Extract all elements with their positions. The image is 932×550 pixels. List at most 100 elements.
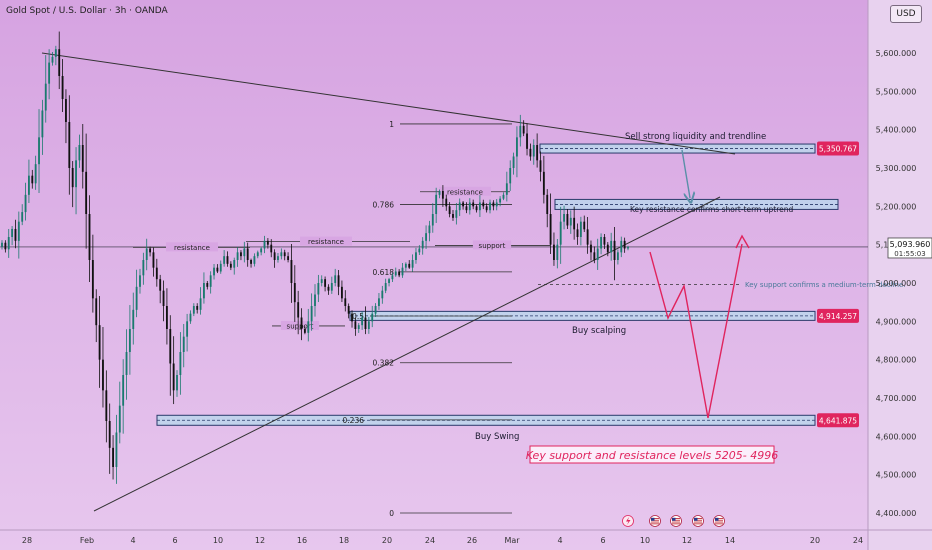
- candle-body: [172, 363, 175, 391]
- flag-stripe: [715, 518, 723, 519]
- candle-body: [394, 271, 397, 276]
- candle-body: [378, 298, 380, 306]
- candle-body: [280, 252, 283, 257]
- y-tick-label: 4,900.000: [876, 317, 917, 326]
- resistance-label: resistance: [174, 244, 210, 252]
- flag-stripe: [672, 518, 680, 519]
- candle-body: [290, 260, 293, 283]
- fib-level-label: 0.618: [373, 268, 395, 277]
- candle-body: [317, 283, 320, 295]
- candle-body: [128, 329, 131, 352]
- candle-body: [391, 275, 394, 280]
- candle-body: [452, 214, 454, 218]
- x-tick-label: 12: [682, 536, 692, 545]
- lightning-glyph: [626, 517, 631, 525]
- candle-body: [314, 294, 316, 306]
- y-tick-label: 4,500.000: [876, 471, 917, 480]
- price-axis-panel[interactable]: [868, 0, 932, 550]
- x-tick-label: Feb: [80, 536, 94, 545]
- candle-body: [404, 263, 407, 268]
- flag-circle: [713, 515, 725, 527]
- flag-circle: [692, 515, 704, 527]
- candle-body: [472, 202, 475, 207]
- candle-body: [364, 317, 367, 329]
- candle-body: [139, 275, 141, 287]
- flag-stripe: [651, 518, 659, 519]
- candle-body: [610, 240, 613, 253]
- candle-body: [553, 244, 555, 260]
- candle-body: [401, 267, 404, 276]
- candle-body: [593, 252, 596, 260]
- flag-stripe: [672, 519, 680, 521]
- fib-level-label: 0.5: [352, 312, 364, 321]
- candle-body: [71, 168, 74, 188]
- candle-body: [256, 252, 259, 257]
- candle-body: [58, 49, 61, 76]
- us-flag-event-icon[interactable]: [713, 515, 725, 527]
- flag-canton: [694, 517, 698, 521]
- candle-body: [24, 194, 27, 213]
- candle-body: [590, 244, 592, 253]
- candle-body: [4, 242, 7, 250]
- y-tick-label: 4,800.000: [876, 356, 917, 365]
- forecast-path: [649, 243, 743, 419]
- flag-canton: [672, 517, 676, 521]
- us-flag-event-icon[interactable]: [670, 515, 682, 527]
- candle-body: [223, 256, 226, 264]
- us-flag-event-icon[interactable]: [649, 515, 661, 527]
- candle-body: [509, 168, 512, 184]
- candle-body: [529, 148, 532, 157]
- candle-body: [98, 325, 101, 360]
- candle-body: [307, 321, 310, 333]
- us-flag-event-icon[interactable]: [692, 515, 704, 527]
- x-tick-label: 16: [297, 536, 307, 545]
- currency-button[interactable]: USD: [890, 5, 922, 23]
- candle-body: [260, 248, 263, 253]
- fib-level-label: 0.382: [373, 359, 395, 368]
- flag-stripe: [694, 518, 702, 519]
- support-label-bg: [280, 320, 320, 330]
- candle-body: [203, 283, 205, 299]
- candle-body: [475, 206, 478, 211]
- fib-level-label: 0.236: [343, 416, 365, 425]
- candle-body: [384, 283, 387, 291]
- candle-body: [388, 279, 390, 283]
- candle-body: [573, 217, 576, 230]
- fib-level-label: 1: [389, 120, 394, 129]
- key-levels-box: [529, 445, 775, 464]
- candle-body: [196, 306, 199, 310]
- candle-body: [250, 260, 252, 264]
- candle-body: [478, 202, 481, 211]
- candle-body: [176, 375, 178, 391]
- lightning-event-icon[interactable]: [622, 515, 634, 527]
- candle-body: [61, 76, 64, 99]
- candle-body: [354, 321, 357, 329]
- candle-body: [162, 290, 165, 306]
- candle-body: [421, 240, 424, 249]
- candle-body: [145, 248, 148, 260]
- sell-zone-annotation: Sell strong liquidity and trendline: [625, 132, 766, 142]
- candle-body: [21, 212, 24, 222]
- candle-body: [192, 306, 195, 314]
- support-label: support: [287, 322, 314, 330]
- price-label-text: 5,350.767: [819, 145, 857, 154]
- candle-body: [11, 228, 14, 237]
- x-tick-label: 6: [600, 536, 605, 545]
- x-tick-label: 18: [339, 536, 349, 545]
- candle-body: [549, 214, 552, 245]
- candle-body: [273, 252, 276, 260]
- candle-body: [583, 221, 586, 230]
- price-label-badge: [817, 141, 859, 156]
- candle-body: [91, 260, 94, 299]
- resistance-label-bg: [439, 186, 491, 196]
- x-tick-label: 24: [425, 536, 435, 545]
- candle-body: [458, 202, 461, 211]
- candle-body: [266, 240, 269, 245]
- candle-body: [219, 263, 222, 272]
- candle-body: [579, 221, 582, 237]
- candle-body: [85, 171, 88, 214]
- current-price-badge: [887, 237, 932, 259]
- flag-stripe: [651, 521, 659, 523]
- candle-body: [226, 256, 229, 264]
